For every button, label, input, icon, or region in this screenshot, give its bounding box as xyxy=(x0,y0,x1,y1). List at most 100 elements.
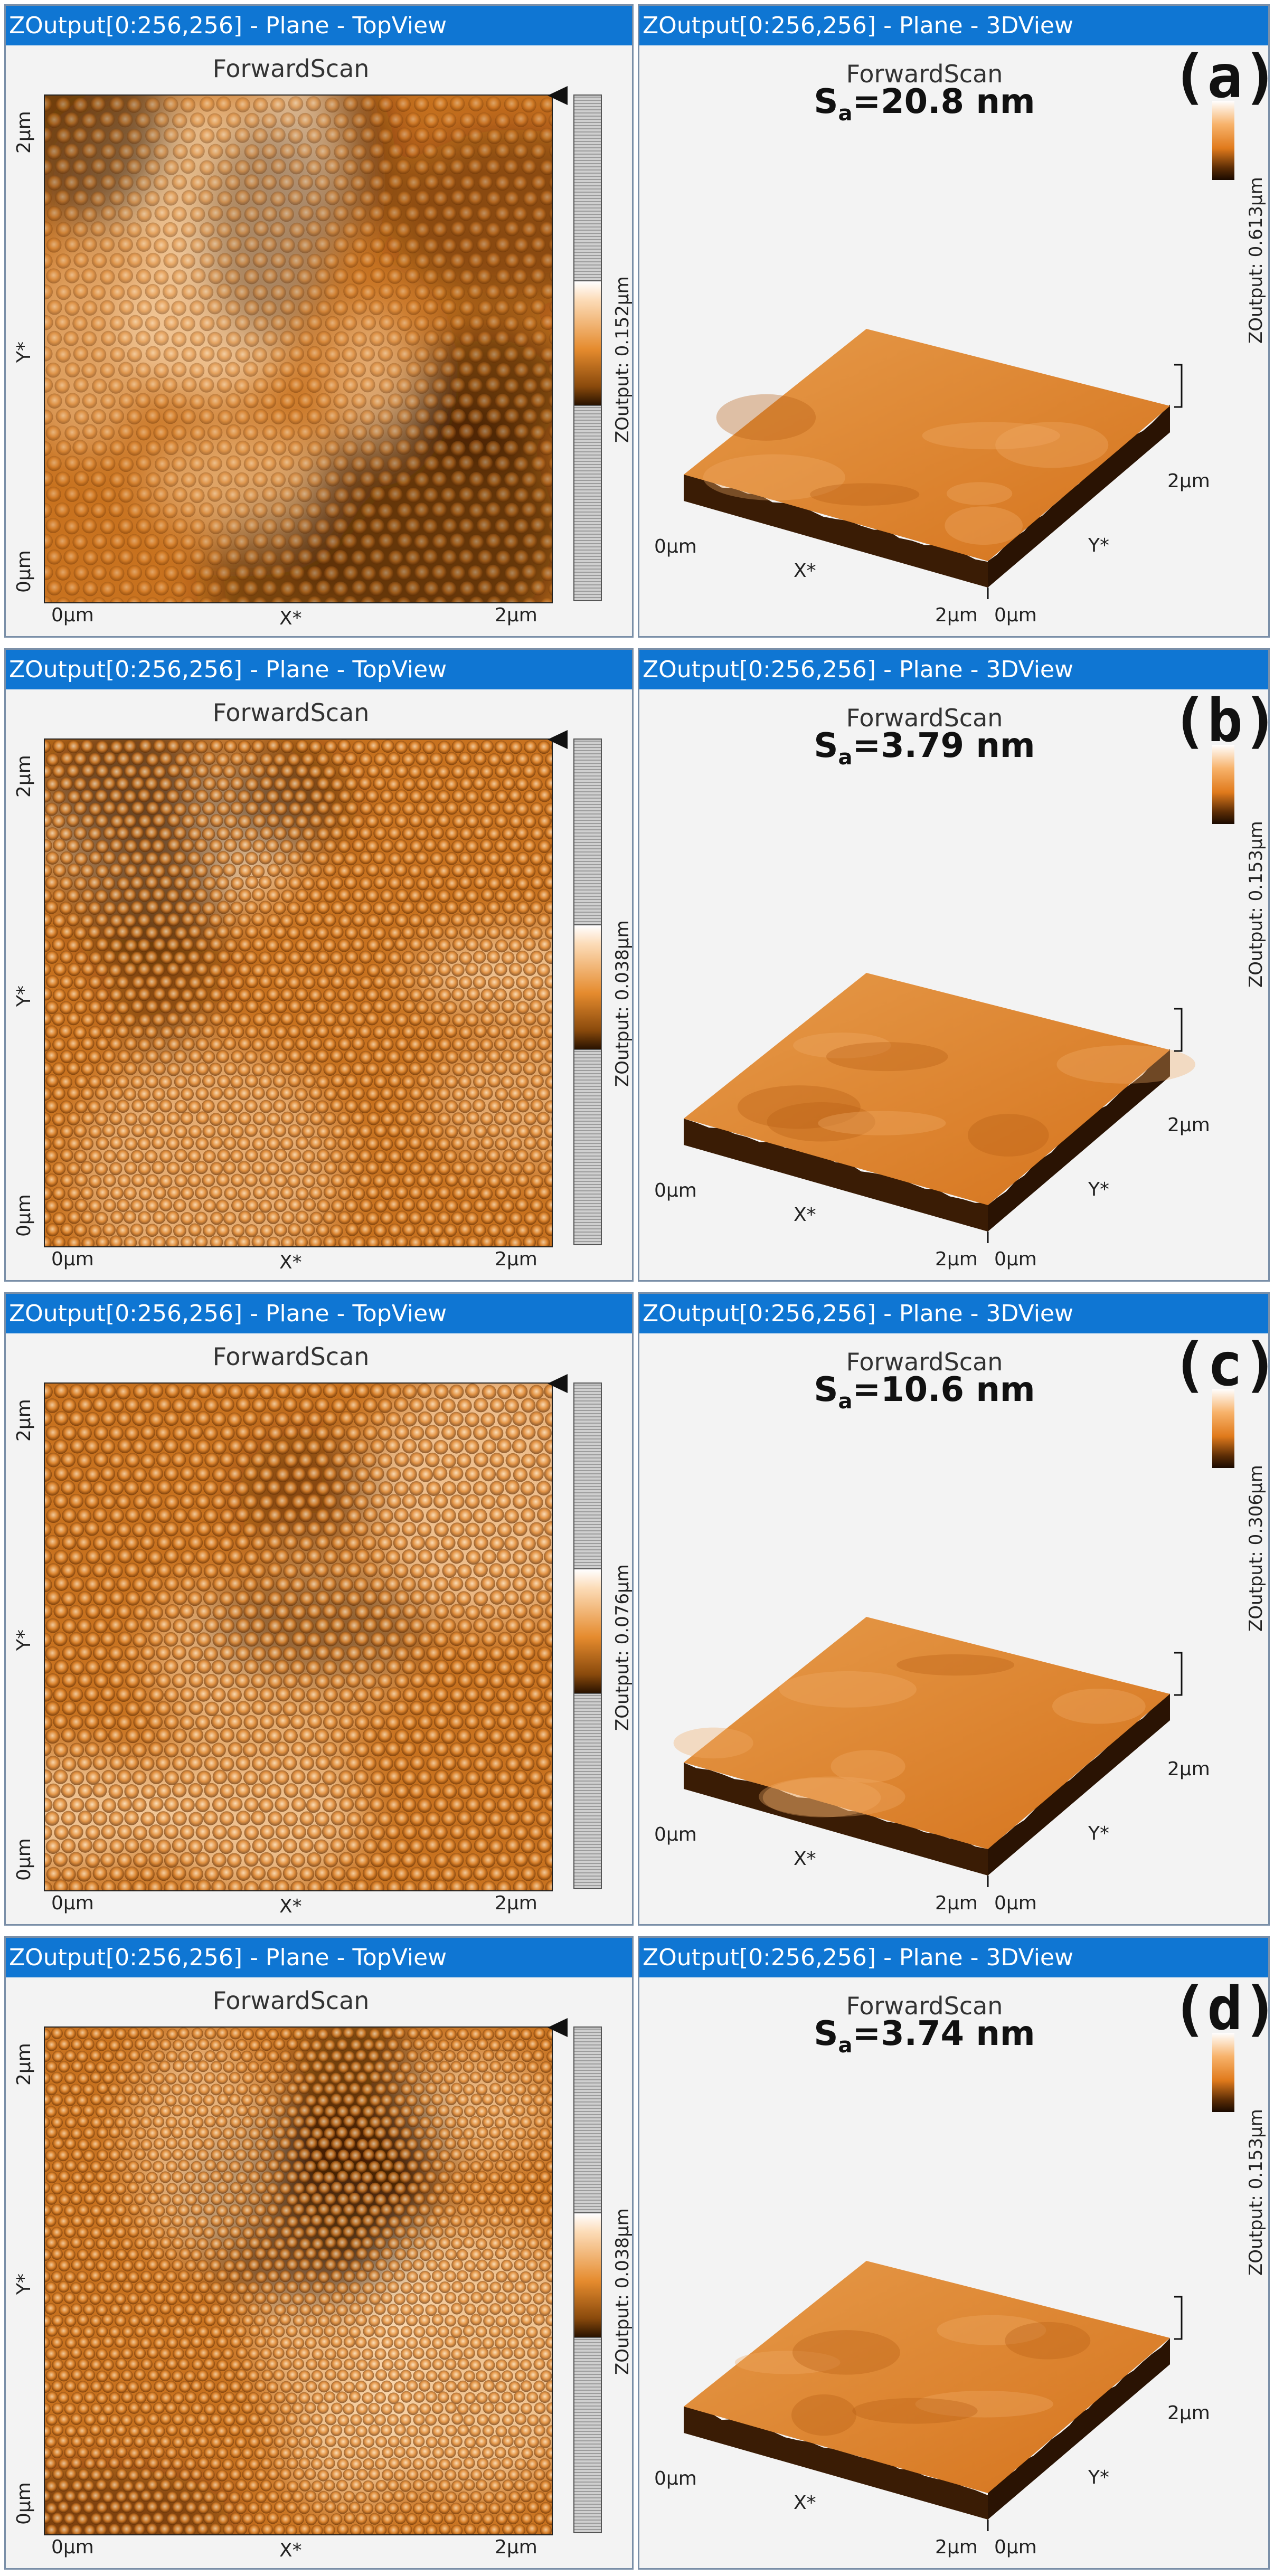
view3d-titlebar[interactable]: ZOutput[0:256,256] - Plane - 3DView xyxy=(639,650,1268,689)
view3d-titlebar[interactable]: ZOutput[0:256,256] - Plane - 3DView xyxy=(639,1938,1268,1977)
colorbar-gradient xyxy=(573,924,602,1050)
view3d-window[interactable]: ZOutput[0:256,256] - Plane - 3DView Forw… xyxy=(638,1936,1270,2570)
y-axis-bottom-label: 0µm xyxy=(13,1838,35,1881)
iso-y-start-label: 0µm xyxy=(994,2536,1037,2558)
x-axis-right-label: 2µm xyxy=(495,604,537,626)
view3d-scan-title: ForwardScan xyxy=(846,60,1003,88)
view3d-scan-title: ForwardScan xyxy=(846,1348,1003,1376)
x-axis-mid-label: X* xyxy=(279,2540,302,2561)
afm-topview-image xyxy=(44,94,553,603)
y-axis-mid-label: Y* xyxy=(13,342,35,363)
colorbar-label: ZOutput: 0.076µm xyxy=(612,1564,633,1731)
x-axis-left-label: 0µm xyxy=(51,2536,94,2558)
topview-titlebar[interactable]: ZOutput[0:256,256] - Plane - TopView xyxy=(6,6,632,45)
x-axis-mid-label: X* xyxy=(279,1252,302,1273)
view3d-window[interactable]: ZOutput[0:256,256] - Plane - 3DView Forw… xyxy=(638,1292,1270,1926)
view3d-colorbar xyxy=(1212,745,1234,824)
view3d-titlebar[interactable]: ZOutput[0:256,256] - Plane - 3DView xyxy=(639,1294,1268,1333)
frame-corner-marker-icon xyxy=(548,2018,568,2037)
panel-letter-label: (c) xyxy=(1172,1331,1270,1399)
topview-window[interactable]: ZOutput[0:256,256] - Plane - TopView For… xyxy=(4,1936,634,2570)
iso-y-end-label: 2µm xyxy=(1167,470,1210,492)
topview-titlebar[interactable]: ZOutput[0:256,256] - Plane - TopView xyxy=(6,1938,632,1977)
iso-x-mid-label: X* xyxy=(794,2492,816,2514)
y-axis-mid-label: Y* xyxy=(13,986,35,1007)
y-axis-mid-label: Y* xyxy=(13,1630,35,1651)
colorbar-gradient xyxy=(573,1568,602,1694)
afm-3d-surface xyxy=(684,973,1196,1243)
y-axis-top-label: 2µm xyxy=(13,1399,35,1442)
topview-window[interactable]: ZOutput[0:256,256] - Plane - TopView For… xyxy=(4,4,634,638)
topview-window[interactable]: ZOutput[0:256,256] - Plane - TopView For… xyxy=(4,1292,634,1926)
topview-titlebar[interactable]: ZOutput[0:256,256] - Plane - TopView xyxy=(6,1294,632,1333)
afm-3d-surface xyxy=(673,1617,1183,1887)
panel-letter-label: (a) xyxy=(1172,43,1270,111)
iso-x-start-label: 0µm xyxy=(654,536,697,557)
view3d-colorbar xyxy=(1212,1389,1234,1468)
iso-x-mid-label: X* xyxy=(794,1848,816,1870)
iso-y-start-label: 0µm xyxy=(994,1248,1037,1270)
sa-roughness-value: Sa=3.74 nm xyxy=(814,2014,1035,2058)
view3d-colorbar xyxy=(1212,2033,1234,2112)
y-axis-top-label: 2µm xyxy=(13,2043,35,2086)
topview-scan-title: ForwardScan xyxy=(212,1986,370,2015)
frame-corner-marker-icon xyxy=(548,86,568,105)
topview-titlebar[interactable]: ZOutput[0:256,256] - Plane - TopView xyxy=(6,650,632,689)
afm-topview-image xyxy=(44,2026,553,2535)
afm-panel: ZOutput[0:256,256] - Plane - TopView For… xyxy=(0,0,1274,644)
topview-scan-title: ForwardScan xyxy=(212,698,370,727)
panel-letter-label: (b) xyxy=(1172,687,1270,755)
iso-y-end-label: 2µm xyxy=(1167,1114,1210,1136)
panel-letter-label: (d) xyxy=(1172,1975,1270,2043)
sa-roughness-value: Sa=10.6 nm xyxy=(814,1370,1035,1414)
x-axis-left-label: 0µm xyxy=(51,604,94,626)
afm-topview-image xyxy=(44,1382,553,1891)
colorbar-label: ZOutput: 0.038µm xyxy=(612,2208,633,2375)
iso-x-end-label: 2µm xyxy=(935,1892,978,1914)
x-axis-right-label: 2µm xyxy=(495,2536,537,2558)
sa-roughness-value: Sa=3.79 nm xyxy=(814,726,1035,770)
y-axis-top-label: 2µm xyxy=(13,755,35,798)
x-axis-right-label: 2µm xyxy=(495,1248,537,1270)
x-axis-mid-label: X* xyxy=(279,608,302,629)
x-axis-left-label: 0µm xyxy=(51,1892,94,1914)
iso-x-end-label: 2µm xyxy=(935,2536,978,2558)
sa-roughness-value: Sa=20.8 nm xyxy=(814,82,1035,126)
topview-scan-title: ForwardScan xyxy=(212,54,370,83)
view3d-scan-title: ForwardScan xyxy=(846,704,1003,732)
frame-corner-marker-icon xyxy=(548,1374,568,1393)
y-axis-mid-label: Y* xyxy=(13,2274,35,2295)
y-axis-top-label: 2µm xyxy=(13,111,35,154)
afm-panel: ZOutput[0:256,256] - Plane - TopView For… xyxy=(0,1288,1274,1932)
afm-panel: ZOutput[0:256,256] - Plane - TopView For… xyxy=(0,1932,1274,2576)
topview-scan-title: ForwardScan xyxy=(212,1342,370,1371)
iso-x-end-label: 2µm xyxy=(935,1248,978,1270)
y-axis-bottom-label: 0µm xyxy=(13,1194,35,1237)
colorbar-label: ZOutput: 0.152µm xyxy=(612,276,633,443)
iso-y-end-label: 2µm xyxy=(1167,1758,1210,1780)
iso-x-start-label: 0µm xyxy=(654,1180,697,1201)
iso-x-start-label: 0µm xyxy=(654,1824,697,1845)
iso-y-end-label: 2µm xyxy=(1167,2402,1210,2424)
x-axis-left-label: 0µm xyxy=(51,1248,94,1270)
topview-window[interactable]: ZOutput[0:256,256] - Plane - TopView For… xyxy=(4,648,634,1282)
afm-3d-surface xyxy=(684,329,1183,599)
afm-3d-surface xyxy=(684,2261,1183,2531)
view3d-window[interactable]: ZOutput[0:256,256] - Plane - 3DView Forw… xyxy=(638,4,1270,638)
iso-x-end-label: 2µm xyxy=(935,604,978,626)
afm-topview-image xyxy=(44,738,553,1247)
y-axis-bottom-label: 0µm xyxy=(13,550,35,593)
view3d-scan-title: ForwardScan xyxy=(846,1992,1003,2020)
y-axis-bottom-label: 0µm xyxy=(13,2482,35,2525)
iso-y-start-label: 0µm xyxy=(994,1892,1037,1914)
iso-x-mid-label: X* xyxy=(794,1204,816,1226)
iso-y-mid-label: Y* xyxy=(1088,1823,1109,1844)
iso-x-mid-label: X* xyxy=(794,560,816,582)
view3d-titlebar[interactable]: ZOutput[0:256,256] - Plane - 3DView xyxy=(639,6,1268,45)
colorbar-gradient xyxy=(573,2212,602,2338)
colorbar-label: ZOutput: 0.038µm xyxy=(612,920,633,1087)
iso-y-mid-label: Y* xyxy=(1088,535,1109,556)
afm-panel: ZOutput[0:256,256] - Plane - TopView For… xyxy=(0,644,1274,1288)
view3d-window[interactable]: ZOutput[0:256,256] - Plane - 3DView Forw… xyxy=(638,648,1270,1282)
frame-corner-marker-icon xyxy=(548,730,568,749)
